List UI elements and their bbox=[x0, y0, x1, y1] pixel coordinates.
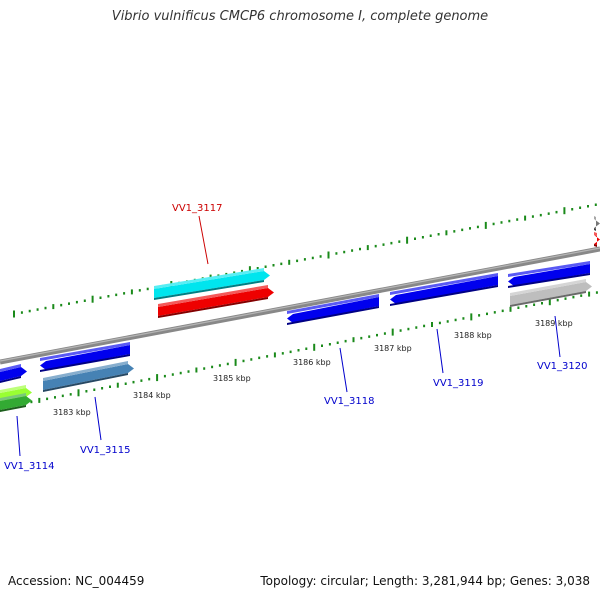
leader-line bbox=[16, 415, 21, 457]
gene-vv1-3118[interactable] bbox=[287, 294, 379, 325]
gene-label-vv1-3120[interactable]: VV1_3120 bbox=[537, 361, 588, 372]
topology-text: Topology: circular; Length: 3,281,944 bp… bbox=[260, 574, 590, 588]
gene-edge-grey[interactable] bbox=[594, 216, 600, 231]
scale-label: 3187 kbp bbox=[374, 344, 412, 353]
gene-label-vv1-3118[interactable]: VV1_3118 bbox=[324, 396, 375, 407]
gene-label-vv1-3117[interactable]: VV1_3117 bbox=[172, 203, 223, 214]
gene-vv1-3120[interactable] bbox=[510, 279, 592, 307]
scale-label: 3188 kbp bbox=[454, 331, 492, 340]
gene-vv1-3117[interactable] bbox=[158, 285, 274, 318]
accession-text: Accession: NC_004459 bbox=[8, 574, 145, 588]
upper-tick-track bbox=[13, 203, 597, 318]
chromosome-backbone bbox=[0, 246, 600, 365]
gene-vv1-3115-upper[interactable] bbox=[40, 342, 130, 372]
scale-label: 3183 kbp bbox=[53, 408, 91, 417]
gene-small-left[interactable] bbox=[0, 364, 27, 383]
leader-line bbox=[94, 396, 102, 441]
gene-edge-red[interactable] bbox=[594, 232, 600, 247]
gene-label-vv1-3115[interactable]: VV1_3115 bbox=[80, 445, 131, 456]
genome-title: Vibrio vulnificus CMCP6 chromosome I, co… bbox=[111, 9, 489, 24]
gene-vv1-3117-upper[interactable] bbox=[154, 268, 270, 300]
scale-label: 3185 kbp bbox=[213, 374, 251, 383]
leader-line bbox=[554, 315, 561, 358]
scale-label: 3186 kbp bbox=[293, 358, 331, 367]
scale-label: 3184 kbp bbox=[133, 391, 171, 400]
gene-label-vv1-3114[interactable]: VV1_3114 bbox=[4, 461, 55, 472]
lower-tick-track bbox=[0, 291, 598, 412]
leader-line bbox=[436, 328, 444, 374]
gene-vv1-3119[interactable] bbox=[390, 273, 498, 306]
gene-vv1-3115[interactable] bbox=[43, 361, 134, 392]
gene-label-vv1-3119[interactable]: VV1_3119 bbox=[433, 378, 484, 389]
scale-label: 3189 kbp bbox=[535, 319, 573, 328]
gene-left-green-2[interactable] bbox=[0, 393, 32, 412]
gene-vv1-3120-upper[interactable] bbox=[508, 261, 590, 288]
leader-line bbox=[339, 347, 348, 393]
leader-line bbox=[198, 215, 209, 265]
